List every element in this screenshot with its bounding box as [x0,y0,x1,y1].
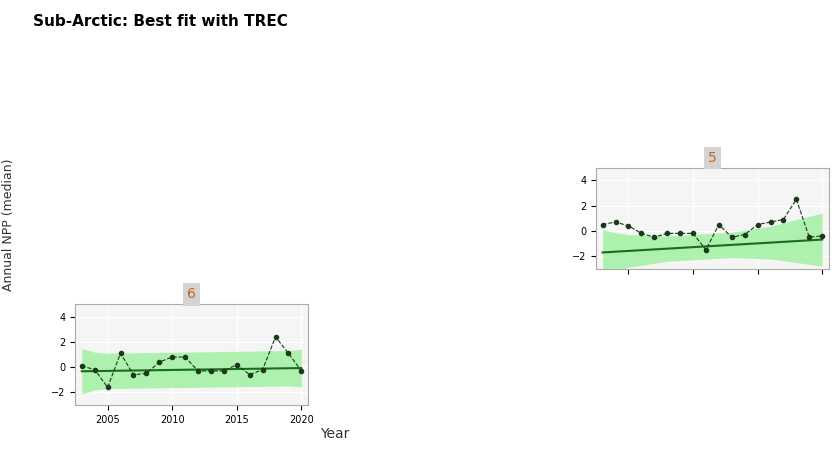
Title: 6: 6 [187,288,196,302]
Title: 5: 5 [707,151,716,165]
Text: Sub-Arctic: Best fit with TREC: Sub-Arctic: Best fit with TREC [33,14,288,28]
Text: Year: Year [319,427,349,441]
Text: Annual NPP (median): Annual NPP (median) [2,159,15,291]
